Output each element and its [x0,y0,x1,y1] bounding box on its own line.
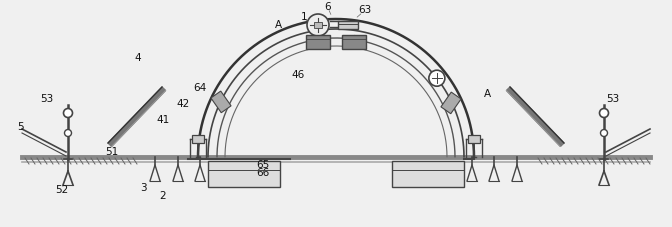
Text: 2: 2 [160,190,166,200]
Text: 41: 41 [157,114,169,124]
Text: 64: 64 [194,83,206,93]
Bar [208,161,280,187]
Circle shape [307,15,329,37]
Polygon shape [108,88,165,147]
Polygon shape [507,88,564,147]
Text: 53: 53 [606,94,620,104]
Text: 63: 63 [358,5,372,15]
Text: 46: 46 [292,70,304,80]
Bar [314,23,322,29]
Text: 53: 53 [40,94,54,104]
Circle shape [429,71,445,87]
Text: 6: 6 [325,2,331,12]
Text: 4: 4 [134,53,141,63]
Bar [211,92,231,113]
Bar [338,22,358,30]
Bar [306,36,330,50]
Text: 52: 52 [55,184,69,194]
Text: 1: 1 [300,12,307,22]
Text: A: A [274,20,282,30]
Text: 42: 42 [176,99,190,109]
Text: 65: 65 [257,159,269,169]
Bar [468,135,480,143]
Bar [342,36,366,50]
Bar [441,93,461,114]
Circle shape [63,109,73,118]
Circle shape [599,109,609,118]
Text: 3: 3 [140,182,146,192]
Bar [392,161,464,187]
Circle shape [601,130,607,137]
Bar [192,135,204,143]
Text: 51: 51 [106,146,119,156]
Text: 66: 66 [257,167,269,177]
Text: 5: 5 [17,121,24,131]
Circle shape [65,130,71,137]
Text: A: A [483,89,491,99]
